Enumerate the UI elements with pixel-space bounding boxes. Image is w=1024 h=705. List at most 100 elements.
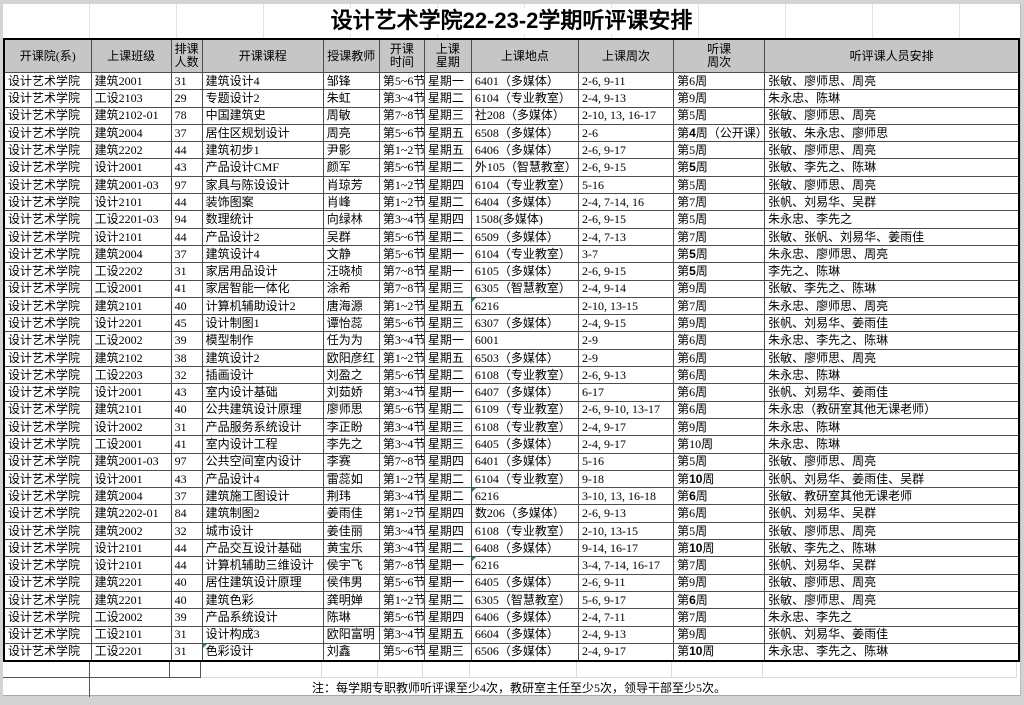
cell-teacher[interactable]: 刘茹娇 <box>322 383 380 402</box>
cell-count[interactable]: 45 <box>170 314 203 333</box>
cell-listen[interactable]: 第9周 <box>673 625 766 644</box>
cell-count[interactable]: 40 <box>170 296 203 316</box>
cell-class[interactable]: 工设2202 <box>90 262 172 281</box>
cell-teacher[interactable]: 尹影 <box>322 141 380 160</box>
cell-time[interactable]: 第1~2节 <box>378 175 425 195</box>
cell-day[interactable]: 星期二 <box>423 400 472 419</box>
cell-teacher[interactable]: 唐海源 <box>322 296 380 316</box>
cell-course[interactable]: 建筑色彩 <box>201 590 324 610</box>
cell-staff[interactable]: 张帆、刘易华、吴群 <box>764 504 1020 523</box>
cell-staff[interactable]: 张帆、刘易华、吴群 <box>764 556 1020 575</box>
cell-staff[interactable]: 朱永忠、陈琳 <box>764 89 1020 108</box>
cell-teacher[interactable]: 陈琳 <box>322 608 380 627</box>
cell-place[interactable]: 6406（多媒体） <box>470 141 579 160</box>
cell-class[interactable]: 建筑2001-03 <box>90 175 172 195</box>
cell-weeks[interactable]: 2-6, 9-13 <box>577 366 675 385</box>
cell-time[interactable]: 第5~6节 <box>378 158 425 177</box>
cell-staff[interactable]: 张敏、李先之、陈琳 <box>764 279 1020 298</box>
cell-count[interactable]: 32 <box>170 521 203 541</box>
cell-weeks[interactable]: 5-16 <box>577 452 675 471</box>
cell-staff[interactable]: 朱永忠、陈琳 <box>764 366 1020 385</box>
cell-teacher[interactable]: 邹锋 <box>322 71 380 91</box>
cell-teacher[interactable]: 任为为 <box>322 331 380 350</box>
cell-time[interactable]: 第7~8节 <box>378 556 425 575</box>
cell-place[interactable]: 6104（专业教室） <box>470 89 579 108</box>
cell-teacher[interactable]: 李正盼 <box>322 417 380 437</box>
cell-dept[interactable]: 设计艺术学院 <box>3 608 92 627</box>
cell-weeks[interactable]: 2-10, 13-15 <box>577 521 675 541</box>
cell-day[interactable]: 星期二 <box>423 366 472 385</box>
cell-time[interactable]: 第3~4节 <box>378 539 425 558</box>
cell-teacher[interactable]: 欧阳彦红 <box>322 348 380 368</box>
cell-course[interactable]: 家居智能一体化 <box>201 279 324 298</box>
cell-place[interactable]: 6104（专业教室） <box>470 244 579 264</box>
cell-listen[interactable]: 第9周 <box>673 314 766 333</box>
cell-class[interactable]: 建筑2101 <box>90 400 172 419</box>
cell-time[interactable]: 第1~2节 <box>378 504 425 523</box>
cell-listen[interactable]: 第5周 <box>673 210 766 229</box>
cell-weeks[interactable]: 2-4, 9-15 <box>577 314 675 333</box>
cell-time[interactable]: 第1~2节 <box>378 348 425 368</box>
cell-listen[interactable]: 第6周 <box>673 487 766 506</box>
cell-course[interactable]: 建筑设计4 <box>201 71 324 91</box>
cell-weeks[interactable]: 5-6, 9-17 <box>577 590 675 610</box>
cell-teacher[interactable]: 汪晓桢 <box>322 262 380 281</box>
cell-class[interactable]: 设计2101 <box>90 227 172 246</box>
cell-day[interactable]: 星期二 <box>423 469 472 489</box>
cell-dept[interactable]: 设计艺术学院 <box>3 573 92 592</box>
cell-class[interactable]: 设计2001 <box>90 158 172 177</box>
cell-time[interactable]: 第7~8节 <box>378 106 425 125</box>
cell-weeks[interactable]: 2-4, 7-13 <box>577 227 675 246</box>
cell-teacher[interactable]: 周亮 <box>322 123 380 143</box>
cell-dept[interactable]: 设计艺术学院 <box>3 158 92 177</box>
cell-class[interactable]: 工设2001 <box>90 279 172 298</box>
cell-class[interactable]: 建筑2001-03 <box>90 452 172 471</box>
cell-place[interactable]: 6509（多媒体） <box>470 227 579 246</box>
cell-course[interactable]: 居住区规划设计 <box>201 123 324 143</box>
cell-weeks[interactable]: 9-14, 16-17 <box>577 539 675 558</box>
cell-time[interactable]: 第3~4节 <box>378 625 425 644</box>
cell-listen[interactable]: 第5周 <box>673 452 766 471</box>
cell-teacher[interactable]: 廖师思 <box>322 400 380 419</box>
cell-course[interactable]: 家居用品设计 <box>201 262 324 281</box>
cell-teacher[interactable]: 刘鑫 <box>322 642 380 662</box>
cell-class[interactable]: 建筑2102-01 <box>90 106 172 125</box>
cell-teacher[interactable]: 涂希 <box>322 279 380 298</box>
cell-day[interactable]: 星期四 <box>423 608 472 627</box>
cell-course[interactable]: 室内设计工程 <box>201 435 324 454</box>
cell-day[interactable]: 星期五 <box>423 123 472 143</box>
cell-day[interactable]: 星期二 <box>423 193 472 212</box>
cell-course[interactable]: 建筑初步1 <box>201 141 324 160</box>
cell-time[interactable]: 第5~6节 <box>378 71 425 91</box>
cell-time[interactable]: 第3~4节 <box>378 331 425 350</box>
cell-dept[interactable]: 设计艺术学院 <box>3 262 92 281</box>
cell-course[interactable]: 产品服务系统设计 <box>201 417 324 437</box>
cell-time[interactable]: 第7~8节 <box>378 279 425 298</box>
cell-staff[interactable]: 朱永忠、陈琳 <box>764 435 1020 454</box>
cell-teacher[interactable]: 谭怡蕊 <box>322 314 380 333</box>
cell-teacher[interactable]: 荆玮 <box>322 487 380 506</box>
cell-staff[interactable]: 朱永忠、李先之、陈琳 <box>764 642 1020 662</box>
cell-count[interactable]: 44 <box>170 141 203 160</box>
cell-listen[interactable]: 第5周 <box>673 141 766 160</box>
cell-time[interactable]: 第5~6节 <box>378 642 425 662</box>
cell-weeks[interactable]: 2-4, 9-17 <box>577 417 675 437</box>
cell-day[interactable]: 星期二 <box>423 590 472 610</box>
cell-count[interactable]: 37 <box>170 123 203 143</box>
cell-weeks[interactable]: 2-6 <box>577 123 675 143</box>
cell-weeks[interactable]: 9-18 <box>577 469 675 489</box>
cell-dept[interactable]: 设计艺术学院 <box>3 123 92 143</box>
cell-listen[interactable]: 第7周 <box>673 227 766 246</box>
cell-staff[interactable]: 张敏、廖师思、周亮 <box>764 141 1020 160</box>
cell-weeks[interactable]: 2-6, 9-11 <box>577 71 675 91</box>
cell-listen[interactable]: 第10周 <box>673 539 766 558</box>
cell-dept[interactable]: 设计艺术学院 <box>3 71 92 91</box>
cell-course[interactable]: 建筑设计4 <box>201 244 324 264</box>
cell-day[interactable]: 星期五 <box>423 348 472 368</box>
cell-dept[interactable]: 设计艺术学院 <box>3 106 92 125</box>
cell-listen[interactable]: 第10周 <box>673 642 766 662</box>
cell-listen[interactable]: 第9周 <box>673 89 766 108</box>
cell-place[interactable]: 6405（多媒体） <box>470 435 579 454</box>
cell-count[interactable]: 31 <box>170 262 203 281</box>
cell-dept[interactable]: 设计艺术学院 <box>3 244 92 264</box>
